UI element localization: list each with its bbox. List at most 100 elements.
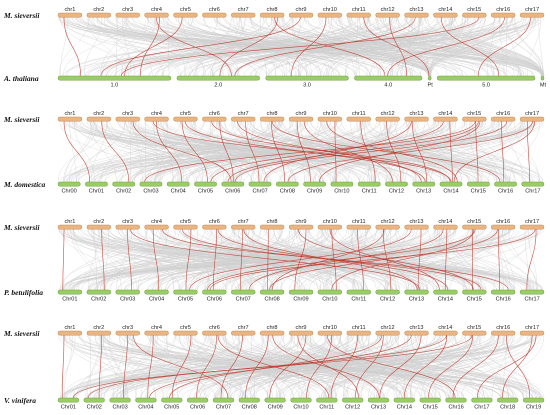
bottom-chromosome-bar bbox=[346, 289, 371, 295]
top-chromosome-label: chr12 bbox=[381, 219, 395, 225]
background-link bbox=[508, 229, 537, 291]
background-link bbox=[368, 121, 544, 183]
background-link bbox=[245, 229, 455, 291]
bottom-chromosome-bar bbox=[115, 289, 140, 295]
bottom-chromosome-bar bbox=[462, 289, 487, 295]
top-chromosome-label: chr1 bbox=[64, 7, 75, 13]
background-link bbox=[412, 121, 476, 183]
background-link bbox=[167, 17, 523, 77]
bottom-chromosome-label: Chr10 bbox=[293, 404, 308, 410]
bottom-chromosome-bar bbox=[248, 181, 272, 187]
background-link bbox=[348, 17, 525, 77]
highlight-link bbox=[506, 335, 531, 399]
bottom-chromosome-bar bbox=[275, 181, 299, 187]
background-link bbox=[275, 121, 455, 183]
background-link bbox=[81, 229, 535, 291]
highlight-link bbox=[98, 335, 102, 399]
background-link bbox=[152, 121, 180, 183]
background-link bbox=[164, 335, 403, 399]
top-chromosome-label: chr16 bbox=[496, 325, 510, 331]
highlight-link bbox=[171, 335, 192, 399]
background-link bbox=[78, 17, 262, 77]
bottom-chromosome-bar bbox=[445, 397, 467, 403]
background-link bbox=[74, 335, 308, 399]
highlight-link bbox=[452, 335, 499, 399]
top-chromosome-bar bbox=[375, 224, 400, 230]
top-chromosome-label: chr2 bbox=[93, 111, 104, 117]
highlight-link bbox=[234, 17, 416, 77]
background-link bbox=[87, 229, 319, 291]
top-chromosome-bar bbox=[288, 330, 314, 336]
bottom-chromosome-bar bbox=[540, 75, 545, 81]
background-link bbox=[94, 121, 483, 183]
highlight-link bbox=[263, 121, 412, 183]
top-chromosome-bar bbox=[202, 330, 227, 336]
background-link bbox=[493, 229, 533, 291]
bottom-chromosome-bar bbox=[83, 397, 105, 403]
top-chromosome-bar bbox=[57, 12, 83, 18]
background-link bbox=[167, 17, 170, 77]
top-chromosome-label: chr8 bbox=[267, 325, 278, 331]
bottom-chromosome-bar bbox=[490, 289, 516, 295]
bottom-chromosome-bar bbox=[427, 75, 432, 81]
highlight-link bbox=[62, 229, 65, 291]
top-chromosome-bar bbox=[57, 116, 83, 122]
top-chromosome-label: chr9 bbox=[296, 219, 307, 225]
top-chromosome-bar bbox=[346, 12, 371, 18]
bottom-chromosome-label: Chr13 bbox=[409, 296, 424, 302]
background-link bbox=[382, 17, 496, 77]
bottom-chromosome-bar bbox=[57, 181, 81, 187]
top-chromosome-bar bbox=[288, 116, 314, 122]
bottom-chromosome-label: Pt bbox=[428, 82, 434, 88]
bottom-chromosome-bar bbox=[221, 181, 245, 187]
background-link bbox=[219, 17, 481, 77]
background-link bbox=[140, 335, 168, 399]
background-link bbox=[94, 335, 164, 399]
background-link bbox=[419, 121, 457, 183]
highlight-link bbox=[152, 229, 159, 291]
highlight-link bbox=[189, 229, 412, 291]
background-link bbox=[125, 335, 286, 399]
top-chromosome-label: chr5 bbox=[180, 325, 191, 331]
background-link bbox=[63, 121, 205, 183]
background-link bbox=[88, 17, 267, 77]
bottom-chromosome-label: Chr07 bbox=[252, 188, 267, 194]
background-link bbox=[300, 335, 499, 399]
bottom-chromosome-label: Chr07 bbox=[236, 296, 251, 302]
bottom-chromosome-label: Chr00 bbox=[61, 188, 76, 194]
background-link bbox=[171, 335, 193, 399]
background-link bbox=[282, 121, 401, 183]
highlight-link bbox=[210, 121, 444, 183]
top-chromosome-label: chr5 bbox=[180, 7, 191, 13]
highlight-link bbox=[444, 229, 448, 291]
highlight-link bbox=[502, 335, 533, 399]
top-chromosome-bar bbox=[202, 116, 227, 122]
top-chromosome-label: chr12 bbox=[381, 111, 395, 117]
background-link bbox=[478, 335, 525, 399]
top-chromosome-label: chr3 bbox=[122, 111, 133, 117]
top-chromosome-bar bbox=[202, 224, 227, 230]
highlight-link bbox=[219, 17, 278, 77]
highlight-link bbox=[360, 121, 376, 183]
bottom-chromosome-label: Chr09 bbox=[268, 404, 283, 410]
background-link bbox=[255, 17, 453, 77]
background-link bbox=[217, 335, 524, 399]
background-link bbox=[514, 17, 545, 77]
background-link bbox=[60, 335, 76, 399]
synteny-panel-1: chr1 chr2 chr3 chr4 chr5 chr6 chr7 chr8 chr9 chr1… bbox=[3, 7, 547, 88]
top-chromosome-bar bbox=[115, 12, 140, 18]
background-link bbox=[244, 335, 447, 399]
highlight-link bbox=[298, 229, 474, 291]
bottom-chromosome-bar bbox=[419, 397, 441, 403]
background-link bbox=[190, 121, 314, 183]
top-chromosome-label: chr6 bbox=[209, 111, 220, 117]
bottom-chromosome-bar bbox=[471, 397, 493, 403]
top-chromosome-bar bbox=[115, 330, 140, 336]
highlight-link bbox=[220, 335, 243, 399]
bottom-chromosome-bar bbox=[112, 181, 136, 187]
background-link bbox=[106, 17, 479, 77]
highlight-link bbox=[219, 121, 234, 183]
top-chromosome-label: chr17 bbox=[525, 111, 539, 117]
top-chromosome-label: chr15 bbox=[467, 325, 481, 331]
background-link bbox=[98, 229, 364, 291]
